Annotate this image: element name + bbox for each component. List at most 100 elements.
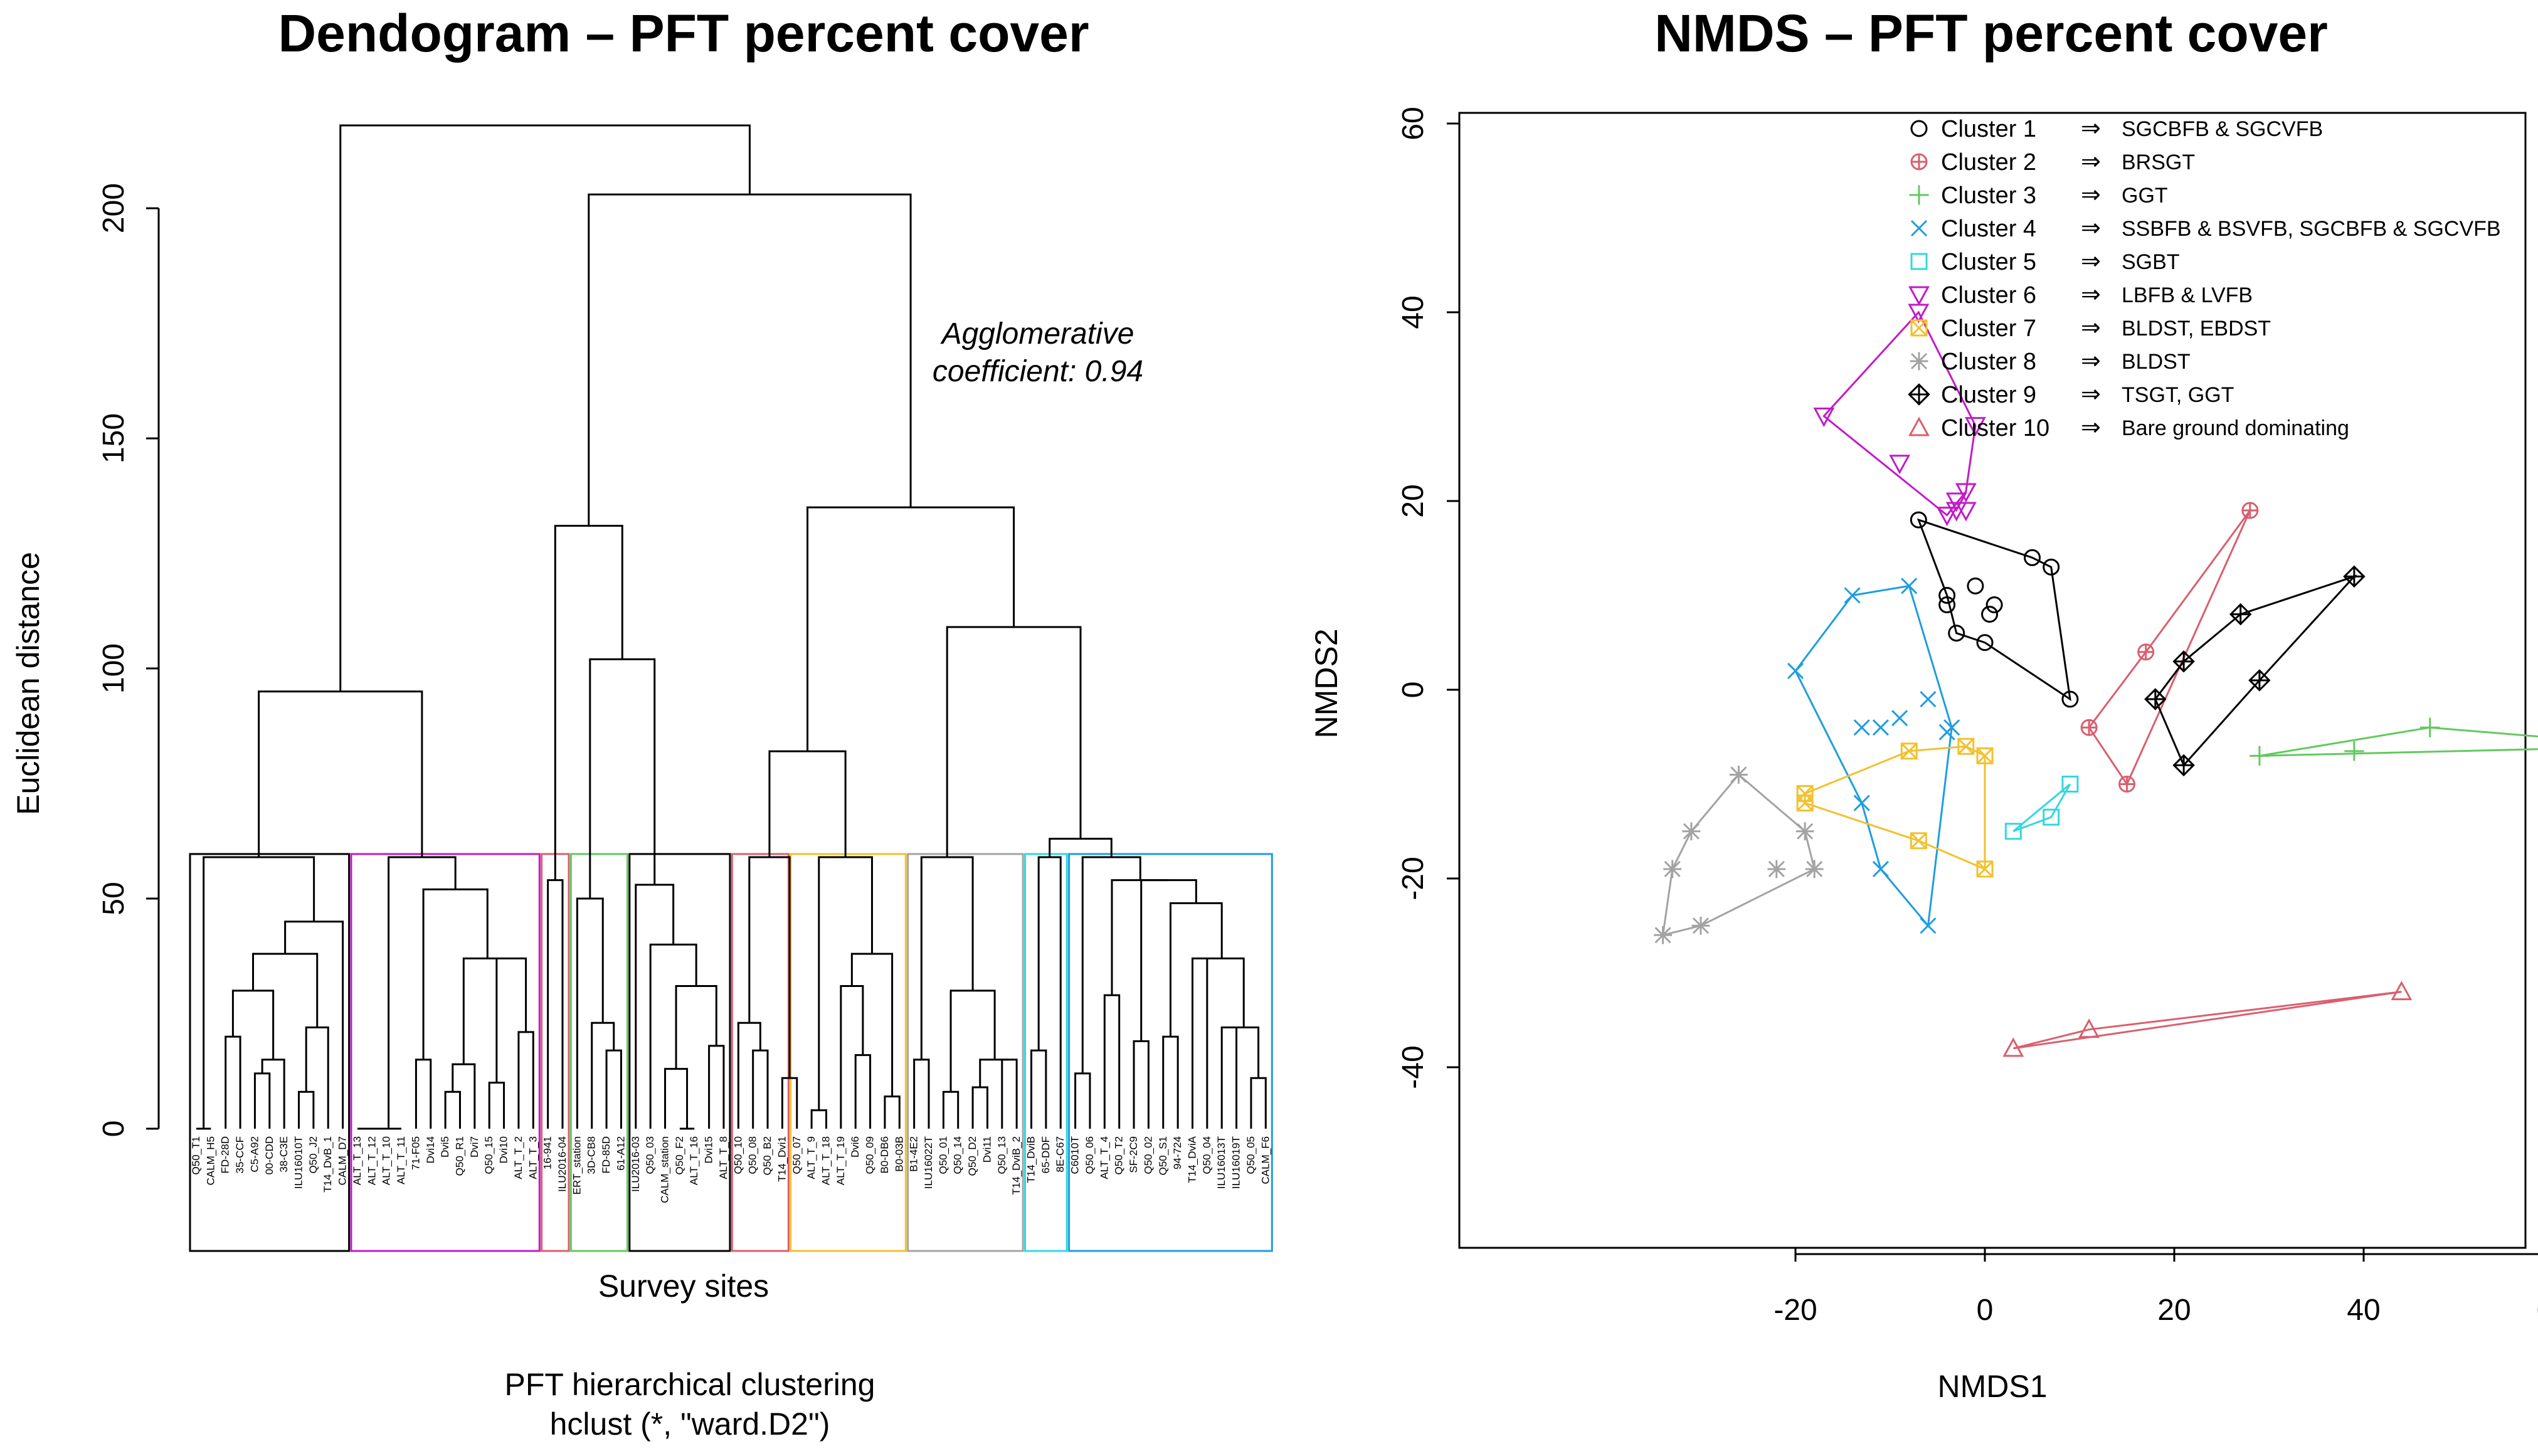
point-cluster-1-8-shape xyxy=(1985,596,2003,614)
point-cluster-1-6 xyxy=(1976,634,1994,652)
legend-desc-1: SGCBFB & SGCVFB xyxy=(2122,117,2323,141)
legend-label-8: Cluster 8 xyxy=(1941,349,2036,375)
cluster-box-10 xyxy=(1068,853,1273,1252)
legend-arrow-7: ⇒ xyxy=(2081,315,2101,341)
y-tick-label: 40 xyxy=(1397,295,1430,329)
point-cluster-4-12-stroke xyxy=(1920,917,1937,934)
leaf-label: Dvi10 xyxy=(498,1136,510,1163)
dendrogram-merge-e4 xyxy=(884,1095,901,1129)
legend-desc-4: SSBFB & BSVFB, SGCBFB & SGCVFB xyxy=(2122,217,2501,241)
point-cluster-8-7 xyxy=(1795,822,1814,841)
legend-label-1: Cluster 1 xyxy=(1941,116,2036,142)
point-cluster-4-5 xyxy=(1872,719,1889,736)
leaf-label: 71-F05 xyxy=(410,1136,421,1170)
leaf-label: Q50_T2 xyxy=(1113,1136,1125,1174)
legend-symbol-2 xyxy=(1910,153,1928,171)
point-cluster-4-10-stroke xyxy=(1853,794,1870,811)
point-cluster-6-5 xyxy=(1955,483,1977,503)
dendrogram-merge-b5 xyxy=(444,1090,461,1129)
leaf-label: Q50_B2 xyxy=(761,1136,773,1175)
dendrogram-merge-h3 xyxy=(1133,1040,1150,1129)
leaf-label: Q50_R1 xyxy=(453,1136,465,1176)
dendrogram-merge-h10 xyxy=(1169,902,1223,1037)
leaf-label: 65-DDF xyxy=(1040,1136,1052,1174)
hull-cluster-3 xyxy=(2259,726,2538,757)
point-cluster-4-7-stroke xyxy=(1920,690,1937,708)
dendrogram-caption-line2: hclust (*, "ward.D2") xyxy=(550,1406,830,1442)
y-tick-label: 20 xyxy=(1397,484,1430,517)
point-cluster-1-8 xyxy=(1985,596,2003,614)
point-cluster-7-3-shape xyxy=(1900,742,1918,760)
hull-cluster-2 xyxy=(2088,510,2251,786)
legend-arrow-10: ⇒ xyxy=(2081,414,2101,441)
dendrogram-merge-c7 xyxy=(708,1045,725,1129)
dendrogram-merge-e3 xyxy=(840,984,864,1129)
point-cluster-7-4-stroke xyxy=(1957,738,1974,755)
leaf-label: Q50_14 xyxy=(952,1136,964,1174)
legend-desc-5: SGBT xyxy=(2122,250,2180,274)
point-cluster-6-6-shape xyxy=(1945,492,1967,512)
point-cluster-7-3-stroke xyxy=(1901,742,1918,759)
leaf-label: Dvi14 xyxy=(425,1136,436,1163)
legend-symbol-4 xyxy=(1910,219,1928,237)
legend-symbol-7 xyxy=(1910,319,1928,337)
dendrogram-y-axis-label: Euclidean distance xyxy=(11,552,46,815)
leaf-label: FD-28D xyxy=(219,1136,231,1174)
point-cluster-9-6 xyxy=(2172,754,2195,777)
legend-arrow-4: ⇒ xyxy=(2081,215,2101,241)
leaf-label: ILU16013T xyxy=(1215,1136,1227,1189)
dendrogram-merge-a5 xyxy=(231,989,275,1060)
nmds-title: NMDS – PFT percent cover xyxy=(1654,4,2328,63)
dendrogram-merge-b7 xyxy=(488,1082,505,1129)
leaf-label: Q50_15 xyxy=(483,1136,495,1174)
leaf-label: Q50_06 xyxy=(1084,1136,1096,1174)
legend-label-2: Cluster 2 xyxy=(1941,149,2036,176)
point-cluster-3-1 xyxy=(2250,746,2270,766)
dendrogram-x-axis-label: Survey sites xyxy=(598,1269,769,1304)
leaf-label: CALM_D7 xyxy=(337,1136,349,1185)
point-cluster-3-2 xyxy=(2344,741,2364,761)
agglomerative-coefficient-line1: Agglomerative xyxy=(940,317,1134,351)
legend: Cluster 1 ⇒ SGCBFB & SGCVFB Cluster 2 ⇒ BRSGT… xyxy=(1908,115,2501,441)
point-cluster-7-6 xyxy=(1910,832,1927,850)
point-cluster-9-3 xyxy=(2229,603,2252,626)
y-tick-label: 150 xyxy=(97,413,130,463)
y-tick-label: 200 xyxy=(97,183,130,233)
leaf-label: Q50_S1 xyxy=(1157,1136,1169,1175)
leaf-label: Q50_F2 xyxy=(674,1136,685,1174)
hull-cluster-4 xyxy=(1794,584,1953,928)
point-cluster-2-4 xyxy=(2241,502,2259,519)
dendrogram-merge-f2 xyxy=(942,1090,960,1129)
leaf-label: Dvi11 xyxy=(981,1136,993,1163)
legend-symbol-4-stroke xyxy=(1910,219,1928,237)
legend-desc-8: BLDST xyxy=(2122,350,2191,374)
legend-arrow-9: ⇒ xyxy=(2081,381,2101,408)
dendrogram-merge-g2 xyxy=(1037,856,1062,1129)
dendrogram-merge-e1 xyxy=(810,1109,827,1129)
point-cluster-8-1 xyxy=(1730,766,1748,784)
point-cluster-1-10-shape xyxy=(2043,558,2060,576)
dendrogram-merge-f3 xyxy=(971,1086,988,1129)
y-tick-label: -40 xyxy=(1397,1045,1430,1089)
legend-desc-10: Bare ground dominating xyxy=(2122,416,2349,440)
dendrogram-merge-c10 xyxy=(635,884,675,1129)
point-cluster-4-1 xyxy=(1787,662,1804,679)
dendrogram-merge-d4 xyxy=(748,856,791,1079)
dendrogram-merge-f5 xyxy=(979,1058,1010,1087)
dendrogram-merge-c9 xyxy=(649,943,697,1129)
leaf-label: 94-724 xyxy=(1171,1136,1183,1169)
leaf-label: T14_DviB_2 xyxy=(1010,1136,1022,1195)
legend-symbol-6-shape xyxy=(1908,286,1930,306)
dendrogram-merge-b10 xyxy=(462,957,512,1065)
leaf-label: ERT_station xyxy=(571,1136,583,1195)
dendrogram-merge-d3 xyxy=(781,1077,798,1129)
dendrogram-merge-DEFGH xyxy=(806,506,1015,752)
legend-label-6: Cluster 6 xyxy=(1941,282,2036,309)
legend-label-4: Cluster 4 xyxy=(1941,216,2036,242)
point-cluster-6-3 xyxy=(1964,417,1986,437)
point-cluster-7-5-stroke xyxy=(1976,747,1994,764)
leaf-label: B0-DB6 xyxy=(879,1136,891,1174)
legend-label-5: Cluster 5 xyxy=(1941,249,2036,275)
dendrogram-merge-c8 xyxy=(675,984,717,1069)
leaf-label: ALT_T_19 xyxy=(835,1136,847,1185)
